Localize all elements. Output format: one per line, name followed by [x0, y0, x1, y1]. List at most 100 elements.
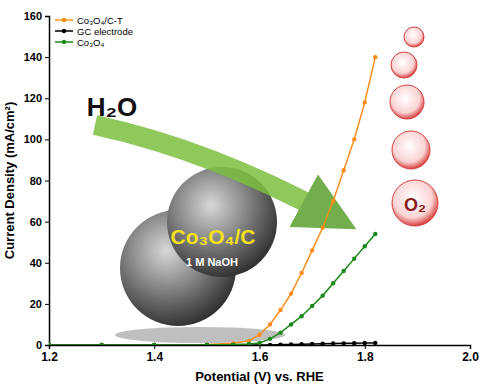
series-marker	[320, 342, 324, 345]
series-line	[49, 234, 375, 345]
y-axis-line	[45, 17, 50, 346]
legend-marker	[62, 18, 66, 22]
shadow	[115, 327, 285, 343]
series-marker	[231, 343, 235, 345]
series-marker	[363, 100, 367, 104]
series-marker	[205, 342, 209, 345]
series-marker	[310, 342, 314, 345]
series-marker	[299, 342, 303, 345]
y-tick-mark	[45, 222, 49, 223]
series-marker	[257, 333, 261, 337]
annotation: 1 M NaOH	[186, 256, 238, 268]
x-tick: 2.0	[462, 345, 479, 364]
x-tick-label: 1.2	[41, 350, 58, 364]
series-marker	[268, 343, 272, 345]
x-tick-label: 2.0	[462, 350, 479, 364]
x-tick-mark	[260, 345, 261, 349]
y-tick: 100	[24, 133, 49, 145]
bubble	[391, 52, 417, 78]
series-marker	[49, 343, 51, 345]
x-axis: 1.2 1.4 1.6 1.8 2.0	[41, 345, 479, 364]
annotation: H₂O	[87, 92, 138, 122]
legend-label: Co₃O₄	[77, 37, 104, 48]
series-marker	[49, 343, 51, 345]
series-marker	[289, 291, 293, 295]
y-tick-label: 100	[24, 133, 42, 145]
series-marker	[320, 226, 324, 230]
series-marker	[257, 341, 261, 345]
series-marker	[49, 343, 51, 345]
series-marker	[331, 199, 335, 203]
x-tick: 1.8	[357, 345, 374, 364]
series-marker	[99, 343, 103, 345]
y-tick-label: 140	[24, 51, 42, 63]
series-marker	[331, 341, 335, 345]
y-tick-label: 160	[24, 10, 42, 22]
y-tick-label: 20	[30, 298, 42, 310]
series-marker	[205, 343, 209, 345]
series-marker	[289, 342, 293, 345]
y-tick: 160	[24, 10, 49, 22]
y-tick-mark	[45, 16, 49, 17]
series-marker	[342, 341, 346, 345]
y-tick-label: 120	[24, 92, 42, 104]
series-marker	[373, 232, 377, 236]
y-tick-mark	[45, 304, 49, 305]
series-marker	[331, 281, 335, 285]
series-marker	[278, 342, 282, 345]
y-tick-mark	[45, 263, 49, 264]
series-marker	[310, 248, 314, 252]
x-tick: 1.4	[146, 345, 163, 364]
series-marker	[363, 244, 367, 248]
x-tick-mark	[470, 345, 471, 349]
series-marker	[320, 293, 324, 297]
y-tick-label: 40	[30, 257, 42, 269]
series-marker	[231, 342, 235, 345]
bubble	[404, 27, 424, 47]
series-marker	[289, 322, 293, 326]
series-marker	[299, 314, 303, 318]
x-tick: 1.2	[41, 345, 58, 364]
series-marker	[373, 341, 377, 345]
series-marker	[99, 343, 103, 345]
arrow	[95, 125, 330, 215]
y-tick: 140	[24, 51, 49, 63]
series-line	[49, 57, 375, 345]
bubble	[392, 131, 430, 169]
x-tick-label: 1.6	[252, 350, 269, 364]
series-marker	[373, 55, 377, 59]
annotation: O₂	[404, 195, 426, 215]
x-axis-line	[50, 346, 471, 350]
y-tick: 20	[30, 298, 49, 310]
series-marker	[310, 304, 314, 308]
series-marker	[352, 341, 356, 345]
series-marker	[352, 256, 356, 260]
legend-label: Co₃O₄/C-T	[77, 15, 123, 26]
y-tick: 60	[30, 216, 49, 228]
series-marker	[342, 269, 346, 273]
x-tick-mark	[365, 345, 366, 349]
series-marker	[299, 271, 303, 275]
series-marker	[342, 168, 346, 172]
series-marker	[352, 137, 356, 141]
x-axis-title: Potential (V) vs. RHE	[195, 369, 324, 384]
y-tick-label: 0	[36, 339, 42, 351]
y-axis-title: Current Density (mA/cm²)	[2, 102, 17, 259]
series-marker	[247, 342, 251, 345]
bubble	[390, 85, 424, 119]
y-tick-mark	[45, 98, 49, 99]
series-marker	[205, 343, 209, 345]
y-tick-label: 60	[30, 216, 42, 228]
y-tick-mark	[45, 345, 49, 346]
decoration	[95, 27, 438, 343]
y-tick-label: 80	[30, 175, 42, 187]
chart: 1.2 1.4 1.6 1.8 2.0 0 20 40 60 80 100 120 140 160 Pote…	[0, 0, 483, 387]
y-tick-mark	[45, 139, 49, 140]
series-marker	[99, 343, 103, 345]
y-tick-mark	[45, 181, 49, 182]
x-tick-mark	[154, 345, 155, 349]
y-tick: 40	[30, 257, 49, 269]
series-marker	[152, 343, 156, 345]
plot-area	[49, 55, 377, 345]
series-marker	[278, 330, 282, 334]
